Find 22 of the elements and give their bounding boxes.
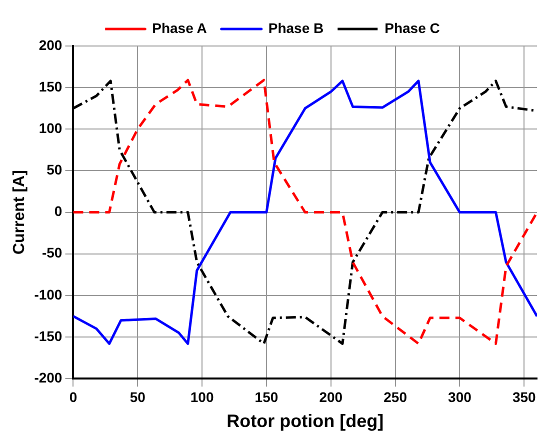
y-tick-label: -50: [42, 244, 62, 261]
legend-label: Phase C: [384, 20, 440, 36]
x-axis-title: Rotor potion [deg]: [226, 411, 384, 432]
x-tick-label: 50: [130, 388, 146, 405]
x-tick-label: 0: [69, 388, 78, 405]
x-tick-label: 350: [512, 388, 536, 405]
y-tick-label: -150: [34, 328, 62, 344]
x-tick-label: 300: [448, 388, 472, 405]
y-tick-label: 0: [54, 203, 62, 220]
x-tick-label: 250: [384, 388, 408, 405]
y-tick-label: 50: [46, 162, 62, 178]
x-tick-label: 150: [254, 388, 278, 405]
y-axis-title: Current [A]: [11, 170, 28, 255]
y-tick-label: -100: [34, 286, 62, 302]
legend-label: Phase B: [268, 20, 324, 36]
y-tick-label: 100: [38, 120, 62, 136]
legend-label: Phase A: [152, 20, 207, 36]
x-tick-label: 100: [190, 388, 214, 405]
y-tick-label: -200: [34, 369, 62, 386]
x-tick-label: 200: [319, 388, 343, 405]
y-tick-label: 200: [38, 36, 62, 53]
y-tick-label: 150: [38, 78, 62, 94]
